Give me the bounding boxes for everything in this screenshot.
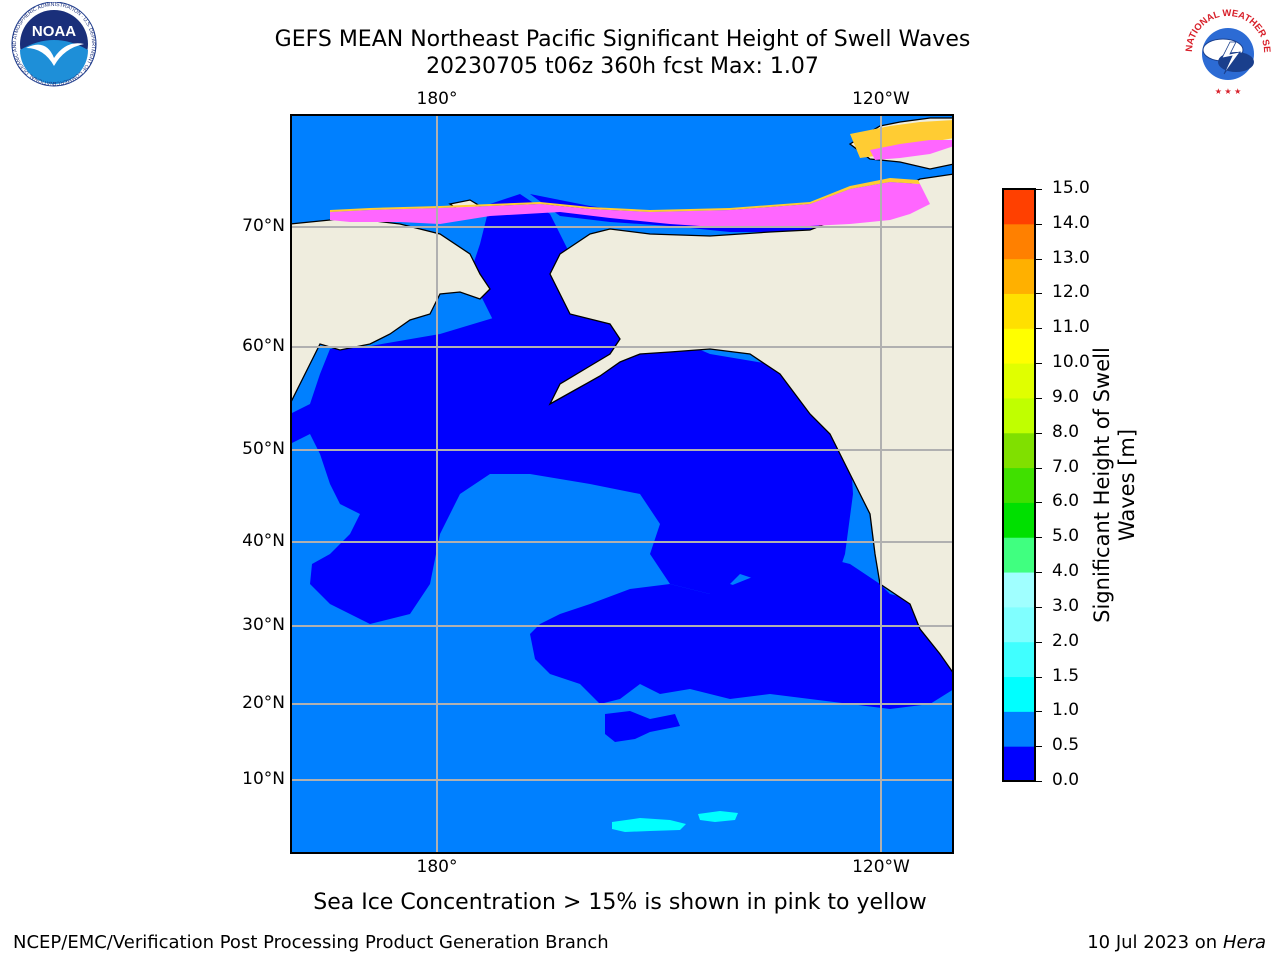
colorbar-tick-label: 1.5 xyxy=(1052,665,1080,686)
colorbar-tick-mark xyxy=(1036,537,1042,539)
lon-label-bottom-120w: 120°W xyxy=(852,857,910,877)
colorbar-cell xyxy=(1003,746,1035,782)
colorbar-tick-label: 1.0 xyxy=(1052,700,1080,721)
colorbar-tick-mark xyxy=(1036,363,1042,365)
colorbar-tick-mark xyxy=(1036,328,1042,330)
footer-host: Hera xyxy=(1222,932,1266,953)
lat-label-70n: 70°N xyxy=(242,216,285,236)
colorbar-tick-label: 8.0 xyxy=(1052,421,1080,442)
swell-1-0-1-5-patch xyxy=(698,811,738,822)
colorbar-tick-label: 2.0 xyxy=(1052,630,1080,651)
colorbar-cell xyxy=(1003,572,1035,608)
colorbar-tick-mark xyxy=(1036,432,1042,434)
low-swell-north xyxy=(290,304,853,624)
colorbar-tick-label: 4.0 xyxy=(1052,561,1080,582)
colorbar-tick-label: 13.0 xyxy=(1052,247,1090,268)
colorbar-tick-mark xyxy=(1036,502,1042,504)
colorbar-cell xyxy=(1003,223,1035,260)
sea-ice-far-north xyxy=(850,120,954,158)
low-swell-central xyxy=(530,554,954,709)
colorbar-tick-mark xyxy=(1036,572,1042,574)
colorbar xyxy=(1002,188,1036,782)
colorbar-tick-label: 12.0 xyxy=(1052,282,1090,303)
colorbar-tick-mark xyxy=(1036,711,1042,713)
colorbar-cell xyxy=(1003,189,1035,225)
colorbar-tick-mark xyxy=(1036,746,1042,748)
low-swell-bering xyxy=(470,194,610,364)
lat-label-30n: 30°N xyxy=(242,615,285,635)
sea-ice-arctic-edge xyxy=(330,178,920,212)
colorbar-tick-mark xyxy=(1036,258,1042,260)
colorbar-cell xyxy=(1003,676,1035,712)
sea-ice-arctic xyxy=(330,182,930,228)
nws-logo: NATIONAL WEATHER SERVICE ★ ★ ★ xyxy=(1178,8,1272,96)
colorbar-cell xyxy=(1003,606,1035,643)
map-frame xyxy=(290,114,954,854)
lon-label-top-180: 180° xyxy=(416,89,458,109)
noaa-logo-text: NOAA xyxy=(32,23,76,40)
lat-label-20n: 20°N xyxy=(242,693,285,713)
colorbar-tick-label: 9.0 xyxy=(1052,386,1080,407)
colorbar-tick-label: 0.5 xyxy=(1052,735,1080,756)
sea-ice-caption: Sea Ice Concentration > 15% is shown in … xyxy=(313,890,927,915)
lon-label-top-120w: 120°W xyxy=(852,89,910,109)
map-panel xyxy=(290,114,954,854)
colorbar-tick-mark xyxy=(1036,293,1042,295)
colorbar-tick-mark xyxy=(1036,641,1042,643)
colorbar-tick-mark xyxy=(1036,467,1042,469)
colorbar-tick-label: 15.0 xyxy=(1052,178,1090,198)
footer-date: 10 Jul 2023 on Hera xyxy=(1087,932,1266,953)
colorbar-tick-mark xyxy=(1036,606,1042,608)
lon-label-bottom-180: 180° xyxy=(416,857,458,877)
footer-date-text: 10 Jul 2023 on xyxy=(1087,932,1223,953)
colorbar-tick-mark xyxy=(1036,223,1042,225)
footer-credit: NCEP/EMC/Verification Post Processing Pr… xyxy=(13,932,609,953)
low-swell-hawaii xyxy=(605,711,680,742)
land-siberia xyxy=(290,217,491,405)
colorbar-tick-mark xyxy=(1036,189,1042,190)
chart-title: GEFS MEAN Northeast Pacific Significant … xyxy=(274,27,971,52)
colorbar-cell xyxy=(1003,328,1035,364)
colorbar-cell xyxy=(1003,397,1035,434)
colorbar-cell xyxy=(1003,537,1035,573)
colorbar-tick-label: 3.0 xyxy=(1052,595,1080,616)
colorbar-cell xyxy=(1003,293,1035,329)
colorbar-cell xyxy=(1003,502,1035,538)
colorbar-cell xyxy=(1003,467,1035,503)
colorbar-tick-label: 6.0 xyxy=(1052,491,1080,512)
colorbar-cell xyxy=(1003,258,1035,294)
lat-label-60n: 60°N xyxy=(242,336,285,356)
colorbar-cell xyxy=(1003,641,1035,678)
nws-stars: ★ ★ ★ xyxy=(1215,87,1242,96)
colorbar-frame xyxy=(1002,188,1036,782)
colorbar-tick-mark xyxy=(1036,397,1042,399)
colorbar-tick-mark xyxy=(1036,781,1042,782)
colorbar-tick-label: 7.0 xyxy=(1052,456,1080,477)
lat-label-10n: 10°N xyxy=(242,769,285,789)
colorbar-title: Significant Height of Swell Waves [m] xyxy=(1090,347,1139,623)
sea-ice-far-north-pink xyxy=(870,140,954,160)
lat-label-50n: 50°N xyxy=(242,439,285,459)
colorbar-tick-label: 14.0 xyxy=(1052,212,1090,233)
swell-1-0-1-5-patch xyxy=(612,818,686,832)
colorbar-tick-label: 11.0 xyxy=(1052,317,1090,338)
colorbar-cell xyxy=(1003,363,1035,399)
colorbar-tick-label: 0.0 xyxy=(1052,770,1080,790)
colorbar-tick-mark xyxy=(1036,676,1042,678)
colorbar-cell xyxy=(1003,432,1035,469)
lat-label-40n: 40°N xyxy=(242,531,285,551)
chart-subtitle: 20230705 t06z 360h fcst Max: 1.07 xyxy=(426,54,819,79)
colorbar-tick-label: 10.0 xyxy=(1052,352,1090,373)
colorbar-cell xyxy=(1003,711,1035,747)
colorbar-tick-label: 5.0 xyxy=(1052,526,1080,547)
noaa-logo: NOAA NATIONAL OCEANIC AND ATMOSPHERIC AD… xyxy=(11,2,97,87)
graticule xyxy=(290,114,954,854)
